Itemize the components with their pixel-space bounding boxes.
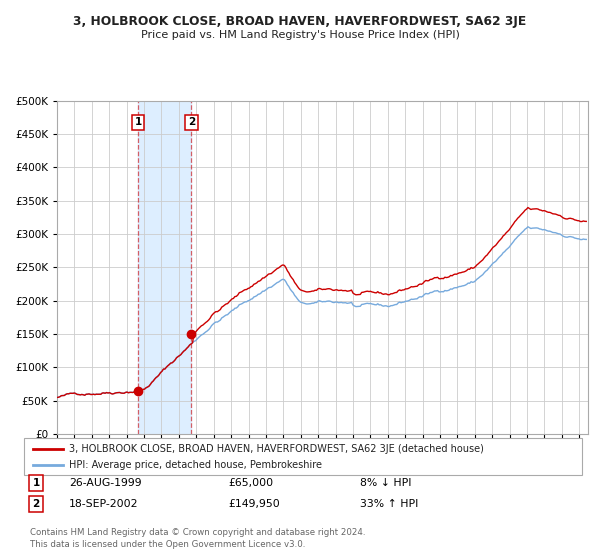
- Text: 1: 1: [32, 478, 40, 488]
- Text: 8% ↓ HPI: 8% ↓ HPI: [360, 478, 412, 488]
- Text: Price paid vs. HM Land Registry's House Price Index (HPI): Price paid vs. HM Land Registry's House …: [140, 30, 460, 40]
- Text: Contains HM Land Registry data © Crown copyright and database right 2024.: Contains HM Land Registry data © Crown c…: [30, 528, 365, 536]
- Text: 3, HOLBROOK CLOSE, BROAD HAVEN, HAVERFORDWEST, SA62 3JE (detached house): 3, HOLBROOK CLOSE, BROAD HAVEN, HAVERFOR…: [69, 444, 484, 454]
- Text: 33% ↑ HPI: 33% ↑ HPI: [360, 499, 418, 509]
- Text: £149,950: £149,950: [228, 499, 280, 509]
- Text: 2: 2: [188, 118, 195, 128]
- Text: HPI: Average price, detached house, Pembrokeshire: HPI: Average price, detached house, Pemb…: [69, 460, 322, 470]
- Text: 26-AUG-1999: 26-AUG-1999: [69, 478, 142, 488]
- Bar: [138, 101, 191, 434]
- Text: 2: 2: [32, 499, 40, 509]
- Text: £65,000: £65,000: [228, 478, 273, 488]
- Text: 1: 1: [134, 118, 142, 128]
- Text: 18-SEP-2002: 18-SEP-2002: [69, 499, 139, 509]
- Text: This data is licensed under the Open Government Licence v3.0.: This data is licensed under the Open Gov…: [30, 540, 305, 549]
- Text: 3, HOLBROOK CLOSE, BROAD HAVEN, HAVERFORDWEST, SA62 3JE: 3, HOLBROOK CLOSE, BROAD HAVEN, HAVERFOR…: [73, 15, 527, 27]
